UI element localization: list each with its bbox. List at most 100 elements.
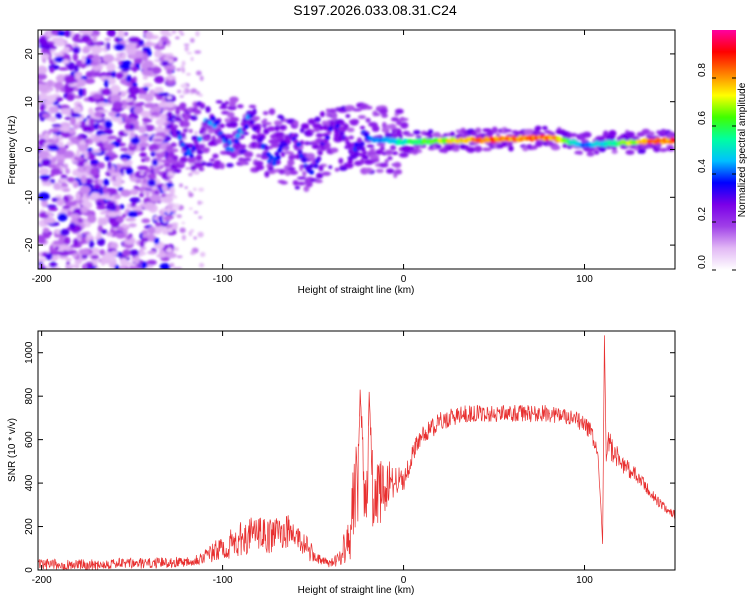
spectrogram-cell: [58, 249, 70, 257]
spectrogram-cell: [232, 143, 238, 149]
snr-ytick-label: 200: [24, 518, 35, 535]
spectrogram-cell: [43, 217, 56, 224]
spectrogram-cell: [139, 152, 147, 158]
spectrogram-cell: [625, 131, 636, 138]
spectrogram-cell: [39, 83, 50, 93]
spectrogram-cell: [348, 135, 355, 140]
spectrogram-cell: [88, 107, 94, 116]
spectrogram-cell: [54, 56, 64, 63]
spectrogram-cell: [219, 105, 228, 110]
spectrogram-cell: [73, 123, 79, 130]
spectrogram-cell: [153, 225, 166, 231]
spectrogram-cell: [198, 187, 205, 192]
spectrogram-cell: [190, 88, 198, 94]
spectrogram-cell: [165, 248, 173, 253]
spectrogram-cell: [116, 72, 124, 79]
spectrogram-cell: [212, 162, 223, 170]
spectrogram-cell: [74, 74, 82, 80]
spectrogram-cell: [166, 33, 173, 37]
spectrogram-cell: [132, 65, 137, 73]
spectrogram-cell: [161, 60, 169, 67]
spectrogram-cell: [84, 78, 96, 84]
spectrogram-cell: [108, 111, 117, 117]
spectrogram-cell: [51, 123, 62, 128]
spectrogram-cell: [127, 86, 140, 95]
spectrogram-cell: [46, 94, 58, 103]
spectrogram-cell: [75, 192, 81, 201]
spectrogram-cell: [181, 60, 186, 66]
spectrogram-cell: [173, 203, 180, 210]
spectrogram-cell: [46, 79, 54, 87]
spectrogram-cell: [70, 213, 80, 220]
spectrogram-cell: [143, 86, 149, 92]
spectrogram-cell: [39, 174, 51, 180]
spectrogram-cell: [53, 52, 65, 57]
spectrogram-cell: [115, 232, 126, 239]
spectrogram-cell: [93, 135, 101, 144]
figure-title: S197.2026.033.08.31.C24: [293, 2, 457, 18]
spectrogram-cell: [277, 147, 283, 153]
spectrogram-cell: [126, 236, 131, 240]
spectrogram-cell: [181, 67, 185, 74]
spectrogram-cell: [96, 237, 106, 247]
spectrogram-cell: [106, 30, 116, 37]
spectrogram-cell: [357, 115, 366, 120]
spectrogram-cell: [225, 146, 231, 152]
spectrogram-cell: [142, 82, 153, 88]
spectrogram-cell: [45, 204, 57, 208]
spectrogram-cell: [45, 32, 51, 38]
spectrogram-cell: [137, 93, 147, 99]
spectrogram-cell: [123, 98, 134, 102]
spectrogram-cell: [138, 125, 147, 134]
spectrogram-cell: [135, 179, 142, 183]
spectrogram-cell: [104, 155, 111, 162]
spectrogram-cell: [64, 144, 69, 149]
spectrogram-cell: [139, 232, 145, 240]
spectrogram-cell: [147, 250, 157, 255]
snr-ytick-label: 600: [24, 431, 35, 448]
spectrogram-cell: [121, 158, 128, 162]
spectrogram-cell: [361, 155, 369, 160]
spectrogram-ylabel: Frequency (Hz): [7, 116, 18, 185]
spectrogram-cell: [118, 266, 126, 269]
spectrogram-cell: [88, 240, 95, 249]
spectrogram-cell: [151, 186, 158, 190]
spectrogram-cell: [38, 93, 48, 101]
spectrogram-cell: [224, 100, 230, 105]
spectrogram-cell: [647, 131, 655, 137]
spectrogram-cell: [229, 121, 238, 128]
spectrogram-cell: [201, 160, 206, 166]
spectrogram-cell: [51, 248, 57, 253]
spectrogram-cell: [267, 126, 276, 132]
spectrogram-cell: [52, 133, 57, 141]
spectrogram-cell: [175, 130, 181, 136]
spectrogram-cell: [58, 237, 65, 247]
spectrogram-cell: [508, 140, 513, 147]
spectrogram-cell: [115, 137, 122, 143]
spectrogram-cell: [394, 108, 404, 115]
spectrogram-cell: [198, 143, 205, 150]
spectrogram-cell: [223, 137, 229, 143]
spectrogram-cell: [300, 123, 310, 129]
spectrogram-cell: [66, 108, 71, 117]
spectrogram-cell: [334, 167, 340, 172]
spectrogram-cell: [49, 66, 55, 74]
spectrogram-cell: [176, 214, 182, 219]
spectrogram-cell: [165, 145, 174, 152]
spectrogram-cell: [253, 160, 264, 167]
spectrogram-cell: [188, 172, 193, 177]
spectrogram-cell: [91, 64, 102, 72]
spectrogram-cell: [359, 125, 366, 130]
spectrogram-cell: [48, 207, 59, 212]
spectrogram-cell: [118, 130, 125, 137]
spectrogram-cell: [172, 155, 179, 161]
spectrogram-cell: [144, 156, 151, 162]
spectrogram-cell: [126, 43, 136, 50]
spectrogram-cell: [140, 110, 151, 118]
spectrogram-cell: [608, 130, 617, 137]
spectrogram-cell: [345, 114, 351, 118]
spectrogram-cell: [346, 142, 352, 148]
spectrogram-cell: [166, 111, 173, 119]
spectrogram-cell: [102, 178, 110, 186]
spectrogram-cell: [378, 162, 389, 168]
